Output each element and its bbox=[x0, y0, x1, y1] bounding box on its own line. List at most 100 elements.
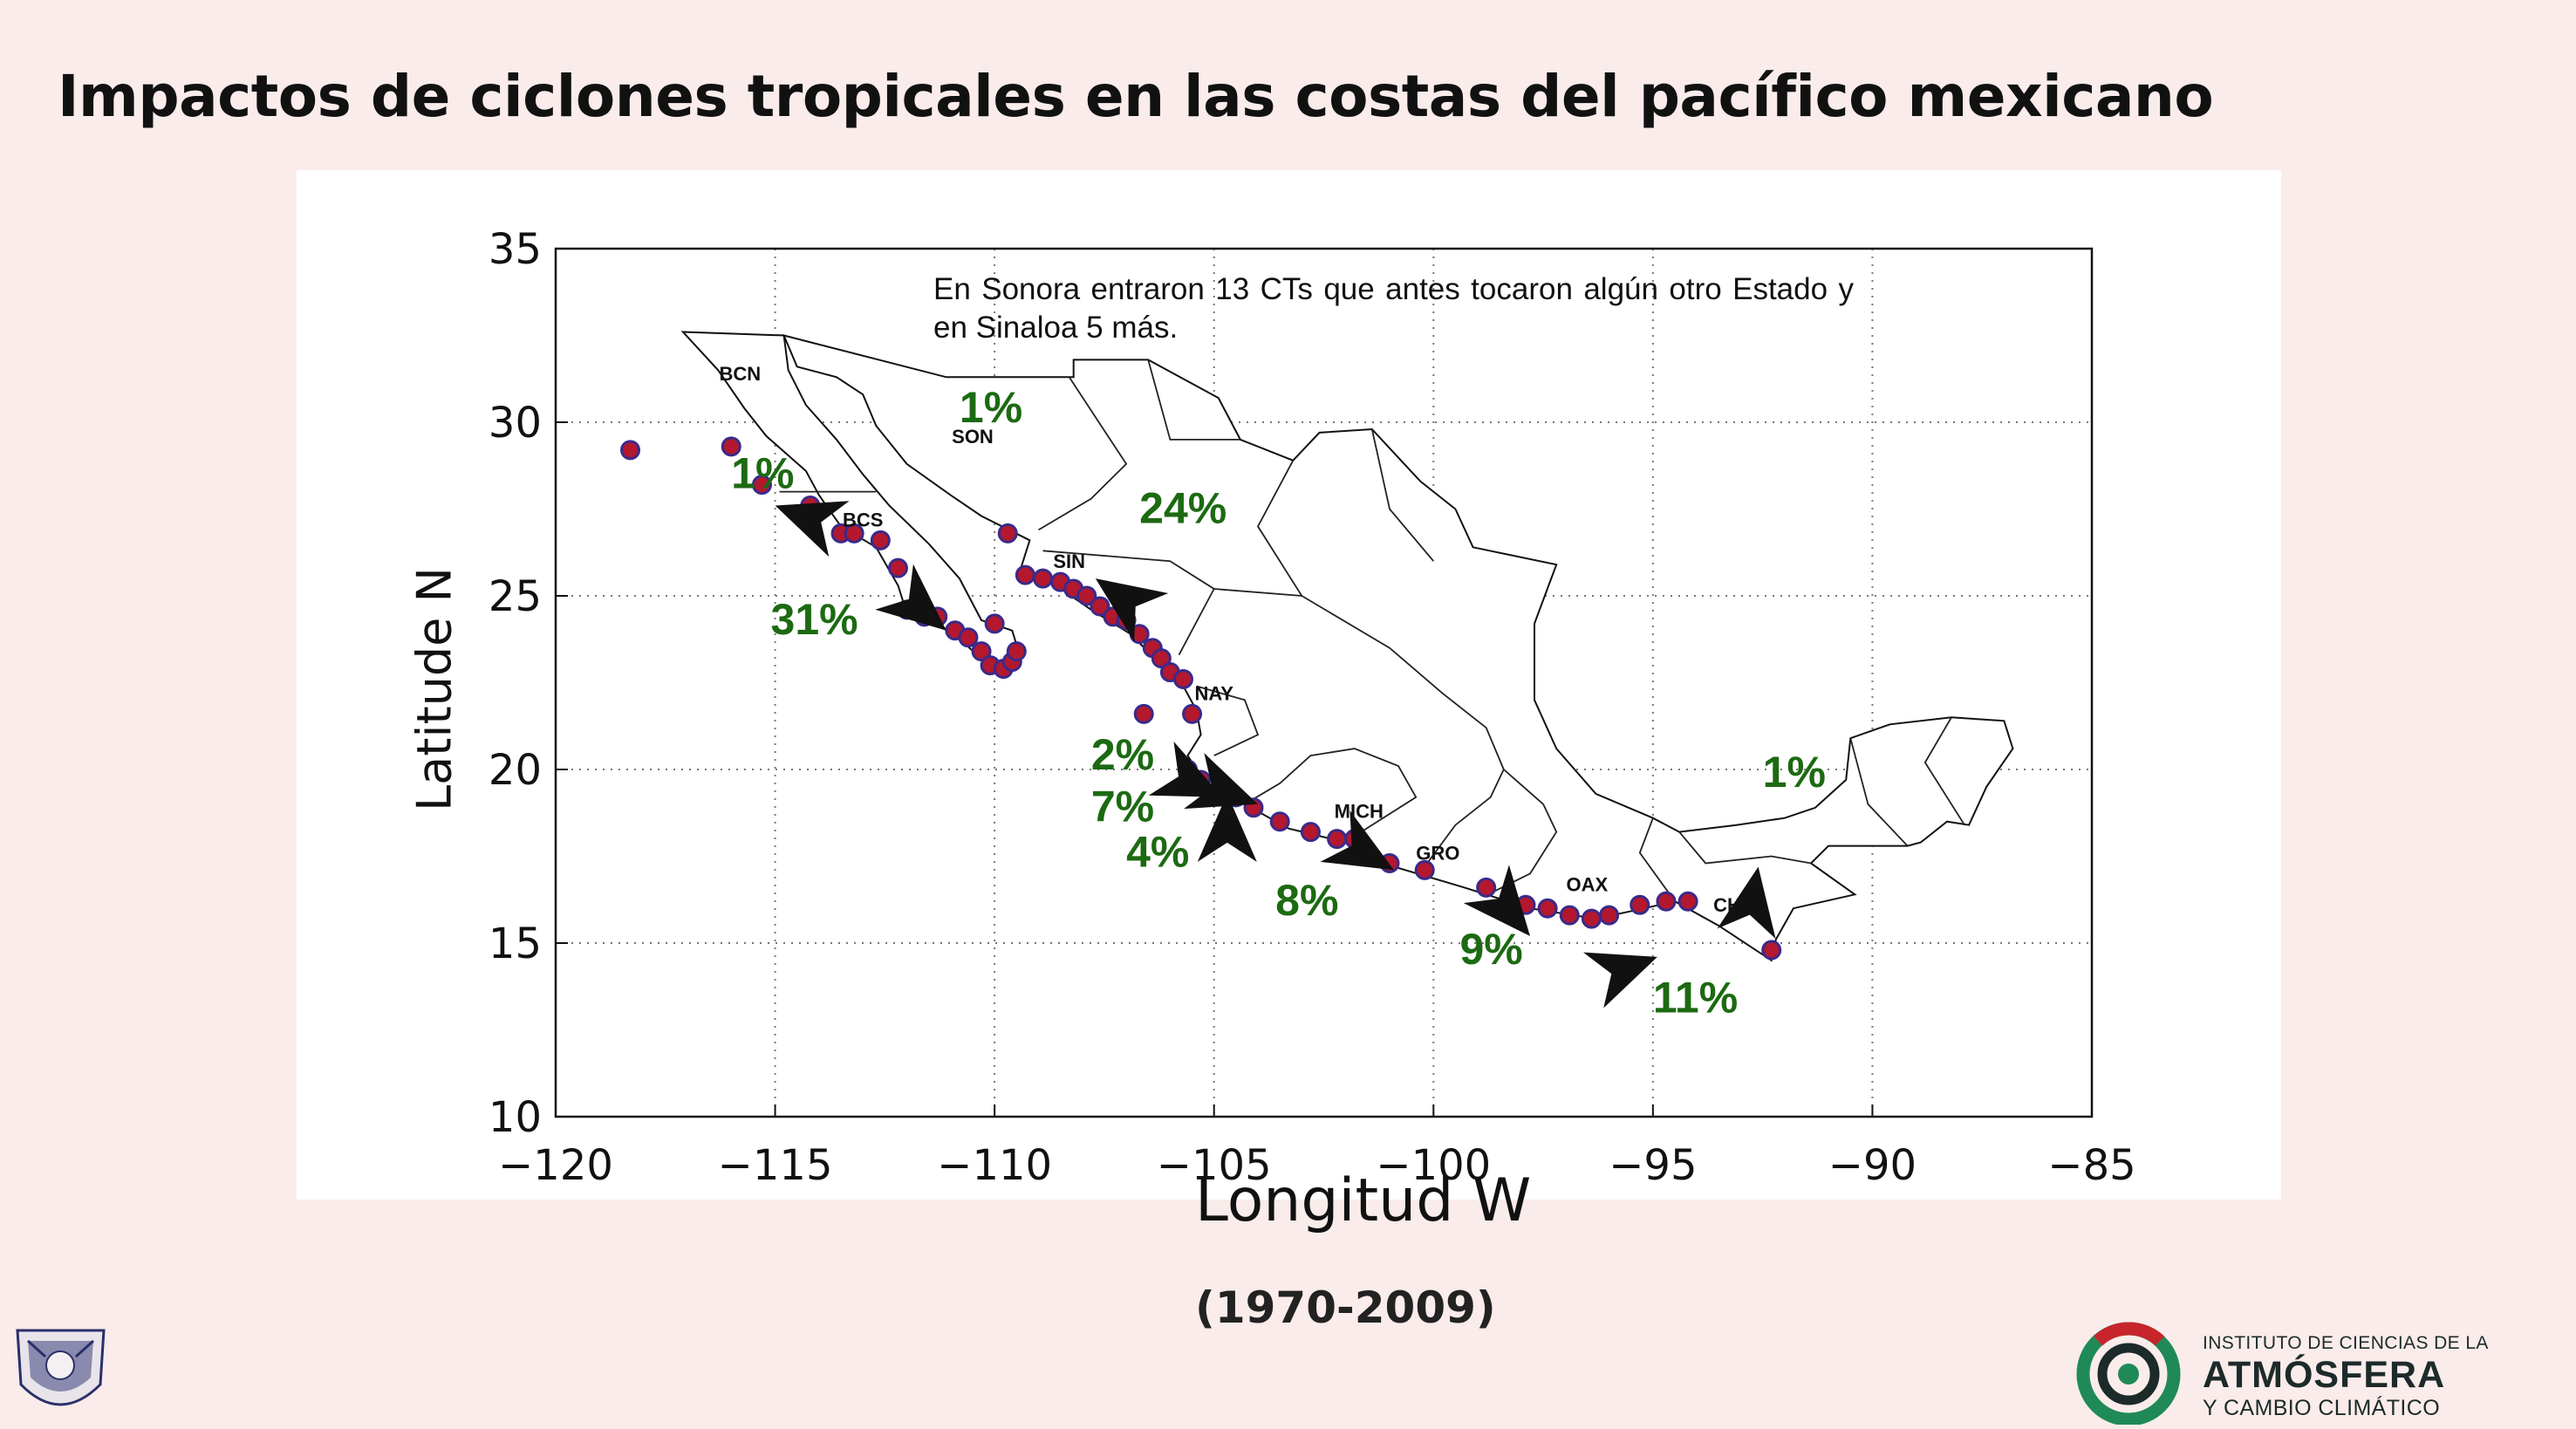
state-border bbox=[1147, 359, 1240, 441]
landfall-point bbox=[1090, 596, 1110, 617]
unam-shield-logo bbox=[16, 1329, 106, 1406]
landfall-point bbox=[997, 523, 1018, 544]
state-border bbox=[1196, 685, 1260, 756]
landfall-point bbox=[620, 440, 641, 461]
y-tick-label: 15 bbox=[489, 920, 542, 968]
landfall-point bbox=[1327, 829, 1348, 850]
y-tick-label: 30 bbox=[489, 399, 542, 448]
landfall-point bbox=[1476, 877, 1497, 898]
percent-label: 7% bbox=[1091, 783, 1154, 831]
tick-labels: −120 −115 −110 −105 −100 −95 −90 −85 10 15 20 25 30 3… bbox=[489, 225, 2136, 1190]
state-border bbox=[1370, 428, 1434, 562]
landfall-point bbox=[1581, 908, 1602, 929]
percent-label: 1% bbox=[1763, 748, 1826, 797]
impact-arrow bbox=[1582, 952, 1657, 1009]
plot-frame bbox=[554, 247, 2094, 1118]
y-tick-label: 35 bbox=[489, 225, 542, 274]
state-label: BCS bbox=[843, 509, 883, 530]
landfall-point bbox=[751, 475, 772, 496]
percent-label: 8% bbox=[1275, 876, 1338, 925]
slide-title: Impactos de ciclones tropicales en las c… bbox=[58, 63, 2214, 130]
mexico-outline bbox=[680, 331, 2014, 962]
landfall-point bbox=[971, 641, 992, 662]
state-label: BCN bbox=[719, 363, 761, 385]
state-border bbox=[1849, 737, 1909, 847]
arrow-head bbox=[1717, 866, 1776, 940]
percentage-labels: 1% 1% 24% 31% 2%7%4% 8% 9% 11% 1% bbox=[731, 383, 1826, 1022]
landfall-point bbox=[1015, 564, 1035, 585]
x-tick-label: −90 bbox=[1828, 1141, 1917, 1190]
landfall-point bbox=[870, 530, 891, 550]
landfall-point bbox=[1133, 703, 1154, 724]
arrow-head bbox=[1320, 810, 1395, 871]
state-label: MICH bbox=[1335, 801, 1384, 823]
state-border bbox=[1638, 817, 1676, 902]
arrow-head bbox=[1197, 793, 1257, 862]
landfall-point bbox=[1300, 822, 1321, 843]
landfall-point bbox=[844, 523, 864, 544]
y-tick-label: 20 bbox=[489, 746, 542, 795]
x-tick-label: −105 bbox=[1157, 1141, 1272, 1190]
impact-arrow bbox=[1184, 753, 1259, 810]
y-axis-label: Latitude N bbox=[407, 567, 462, 811]
period-label: (1970-2009) bbox=[1195, 1282, 1496, 1333]
percent-label: 1% bbox=[731, 449, 794, 498]
map-panel: −120 −115 −110 −105 −100 −95 −90 −85 10 15 20 25 30 3… bbox=[297, 170, 2281, 1200]
y-tick-label: 25 bbox=[489, 572, 542, 621]
impact-arrow bbox=[1197, 793, 1257, 862]
arrow-head bbox=[1148, 742, 1223, 797]
landfall-point bbox=[1559, 905, 1580, 926]
impact-arrow bbox=[1095, 578, 1169, 642]
state-border bbox=[1244, 748, 1418, 840]
institute-name: INSTITUTO DE CIENCIAS DE LA ATMÓSFERA Y … bbox=[2203, 1333, 2489, 1421]
impact-arrow bbox=[1463, 865, 1530, 937]
landfall-point bbox=[1414, 859, 1435, 880]
landfall-point bbox=[1182, 703, 1203, 724]
landfall-point bbox=[958, 627, 979, 648]
impact-arrow bbox=[875, 564, 946, 631]
percent-label: 4% bbox=[1126, 827, 1189, 876]
institute-line1: INSTITUTO DE CIENCIAS DE LA bbox=[2203, 1333, 2489, 1353]
landfall-point bbox=[1151, 648, 1172, 669]
impact-arrow bbox=[775, 501, 850, 557]
state-label: GRO bbox=[1416, 842, 1459, 864]
landfall-point bbox=[1656, 891, 1677, 912]
state-border bbox=[1494, 769, 1558, 892]
plot-axes bbox=[554, 247, 2094, 1118]
state-border bbox=[1678, 831, 1812, 865]
percent-label: 31% bbox=[771, 595, 858, 644]
tropical-cyclone-map: −120 −115 −110 −105 −100 −95 −90 −85 10 15 20 25 30 3… bbox=[489, 225, 2136, 1190]
landfall-point bbox=[1630, 894, 1650, 915]
landfall-point bbox=[1172, 669, 1193, 690]
arrow-head bbox=[1463, 865, 1530, 937]
arrow-head bbox=[875, 564, 946, 631]
percent-label: 1% bbox=[960, 383, 1022, 432]
landfall-points bbox=[620, 436, 1782, 961]
landfall-point bbox=[1076, 585, 1097, 606]
arrow-head bbox=[1184, 753, 1259, 810]
arrow-head bbox=[1582, 952, 1657, 1009]
y-tick-label: 10 bbox=[489, 1093, 542, 1142]
institute-line3: Y CAMBIO CLIMÁTICO bbox=[2203, 1396, 2441, 1420]
impact-arrow bbox=[1717, 866, 1776, 940]
percent-label: 2% bbox=[1091, 730, 1154, 779]
state-label: NAY bbox=[1194, 682, 1233, 704]
landfall-point bbox=[1761, 940, 1782, 961]
percent-label: 9% bbox=[1459, 925, 1522, 974]
x-tick-label: −115 bbox=[718, 1141, 833, 1190]
state-label: OAX bbox=[1567, 873, 1609, 895]
percent-label: 11% bbox=[1653, 974, 1738, 1022]
state-border bbox=[1256, 460, 1505, 867]
x-axis-label: Longitud W bbox=[1195, 1166, 1532, 1235]
institute-line2: ATMÓSFERA bbox=[2203, 1354, 2446, 1396]
state-border bbox=[1038, 376, 1128, 531]
state-label: SON bbox=[952, 426, 994, 448]
landfall-point bbox=[984, 613, 1005, 634]
landfall-point bbox=[1599, 905, 1620, 926]
state-border bbox=[1213, 588, 1302, 597]
state-label: SIN bbox=[1053, 550, 1085, 572]
x-tick-label: −100 bbox=[1376, 1141, 1491, 1190]
impact-arrow bbox=[1320, 810, 1395, 871]
percent-label: 24% bbox=[1139, 483, 1227, 532]
arrow-head bbox=[1095, 578, 1169, 642]
